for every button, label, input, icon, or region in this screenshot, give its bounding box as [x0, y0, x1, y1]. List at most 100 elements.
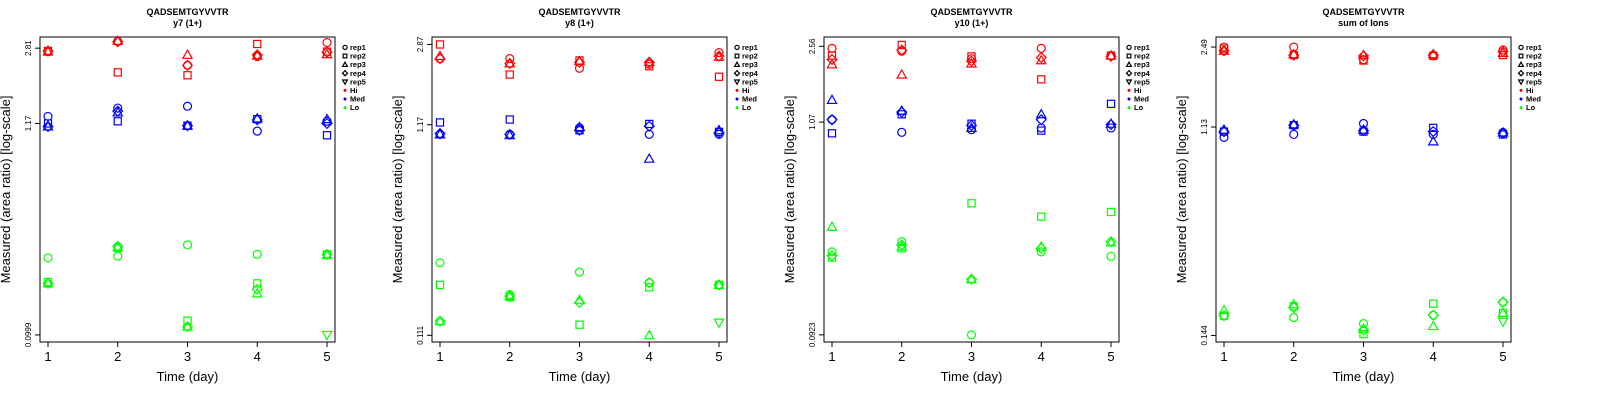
- data-point-med-rep1: [897, 127, 907, 137]
- data-point-lo-rep5: [321, 330, 333, 341]
- data-point-med-rep3: [1497, 126, 1509, 137]
- data-point-hi-rep4: [573, 56, 586, 69]
- data-point-med-rep4: [504, 128, 516, 141]
- x-tick-label: 1: [436, 349, 443, 364]
- data-point-med-rep2: [645, 119, 654, 129]
- x-tick-label: 5: [1499, 349, 1506, 364]
- data-point-lo-rep2: [1219, 311, 1229, 320]
- legend-label-rep3: rep3: [350, 60, 366, 69]
- legend-marker-rep4: [1517, 69, 1525, 77]
- data-point-lo-rep3: [1427, 320, 1439, 331]
- x-tick-label: 3: [968, 349, 975, 364]
- legend-marker-rep2: [342, 53, 348, 59]
- x-tick-label: 3: [1360, 349, 1367, 364]
- legend-label-lo: Lo: [742, 103, 752, 112]
- x-tick-label: 4: [254, 349, 261, 364]
- legend-marker-rep3: [1517, 60, 1525, 68]
- data-point-lo-rep4: [643, 276, 655, 289]
- y-tick-label: 2.87: [416, 36, 425, 52]
- data-point-hi-rep3: [1357, 49, 1370, 60]
- data-point-lo-rep3: [1288, 298, 1300, 309]
- data-point-lo-rep2: [253, 279, 262, 288]
- data-point-hi-rep1: [322, 37, 332, 48]
- data-point-lo-rep3: [181, 320, 194, 331]
- legend-marker-rep5: [733, 79, 741, 86]
- x-tick-label: 2: [114, 349, 121, 364]
- legend-marker-rep2: [1518, 53, 1524, 59]
- data-point-hi-rep3: [112, 35, 124, 45]
- data-point-lo-rep4: [251, 283, 263, 295]
- legend-marker-rep1: [1126, 44, 1132, 51]
- legend-label-rep4: rep4: [350, 69, 367, 78]
- legend-marker-rep1: [734, 44, 740, 51]
- legend-marker-hi: [1519, 88, 1523, 92]
- data-point-lo-rep1: [1358, 318, 1369, 329]
- legend-label-rep5: rep5: [742, 77, 758, 86]
- y-tick-label: 1.13: [1200, 119, 1209, 135]
- legend-marker-rep3: [1125, 60, 1133, 68]
- legend-marker-rep1: [342, 44, 348, 51]
- data-point-lo-rep1: [113, 251, 123, 261]
- data-point-lo-rep4: [713, 279, 725, 291]
- data-point-med-rep4: [1427, 125, 1439, 138]
- y-tick-label: 1.17: [416, 116, 425, 132]
- data-point-lo-rep4: [42, 277, 54, 290]
- data-point-hi-rep4: [1427, 49, 1439, 61]
- legend-marker-rep4: [1125, 69, 1133, 77]
- data-point-hi-rep2: [505, 70, 514, 79]
- x-tick-label: 4: [1430, 349, 1437, 364]
- x-axis-label: Time (day): [157, 369, 219, 384]
- legend-label-med: Med: [742, 95, 757, 104]
- data-point-med-rep4: [181, 120, 194, 132]
- legend-label-rep3: rep3: [1134, 60, 1150, 69]
- data-point-hi-rep4: [643, 56, 655, 69]
- legend-marker-rep5: [1517, 79, 1525, 86]
- data-point-lo-rep4: [434, 315, 446, 327]
- data-point-hi-rep1: [505, 54, 515, 64]
- chart-subtitle: y7 (1+): [173, 18, 202, 28]
- data-point-lo-rep3: [713, 279, 725, 289]
- data-point-hi-rep1: [574, 63, 585, 73]
- data-point-med-rep4: [42, 120, 54, 133]
- y-tick-label: 1.17: [24, 115, 33, 131]
- data-point-lo-rep3: [504, 290, 516, 301]
- data-point-lo-rep2: [183, 316, 192, 325]
- y-tick-label: 2.56: [808, 38, 817, 54]
- y-axis-label: Measured (area ratio) [log-scale]: [390, 96, 405, 284]
- data-point-med-rep1: [113, 103, 123, 113]
- legend-label-rep5: rep5: [1134, 77, 1150, 86]
- legend-label-rep4: rep4: [1526, 69, 1543, 78]
- data-point-med-rep3: [181, 119, 194, 130]
- legend-label-rep2: rep2: [1134, 52, 1150, 61]
- data-point-hi-rep4: [434, 52, 446, 65]
- legend-marker-hi: [343, 88, 347, 92]
- data-point-hi-rep2: [1359, 56, 1368, 65]
- data-point-lo-rep2: [1429, 299, 1438, 308]
- data-point-hi-rep2: [897, 40, 906, 50]
- data-point-hi-rep3: [643, 56, 655, 67]
- legend-marker-lo: [343, 106, 347, 110]
- data-point-lo-rep4: [573, 296, 586, 309]
- y-tick-label: 0.0999: [24, 322, 33, 347]
- data-point-med-rep1: [43, 111, 53, 122]
- legend-marker-med: [735, 97, 739, 101]
- legend-label-lo: Lo: [1526, 103, 1536, 112]
- legend-label-rep4: rep4: [742, 69, 759, 78]
- data-point-hi-rep3: [1427, 48, 1439, 59]
- data-point-med-rep4: [826, 113, 838, 126]
- data-point-med-rep2: [435, 118, 445, 127]
- data-point-med-rep4: [713, 127, 725, 139]
- data-point-hi-rep4: [321, 46, 333, 58]
- legend-label-rep1: rep1: [742, 43, 758, 52]
- data-point-hi-rep4: [1105, 50, 1117, 63]
- legend-marker-med: [343, 97, 347, 101]
- legend-marker-rep5: [341, 79, 349, 86]
- data-point-lo-rep3: [1218, 304, 1230, 315]
- data-point-hi-rep3: [504, 57, 516, 68]
- legend-marker-rep3: [341, 60, 349, 68]
- data-point-lo-rep2: [435, 280, 445, 290]
- data-point-hi-rep3: [1218, 44, 1230, 55]
- x-tick-label: 5: [1107, 349, 1114, 364]
